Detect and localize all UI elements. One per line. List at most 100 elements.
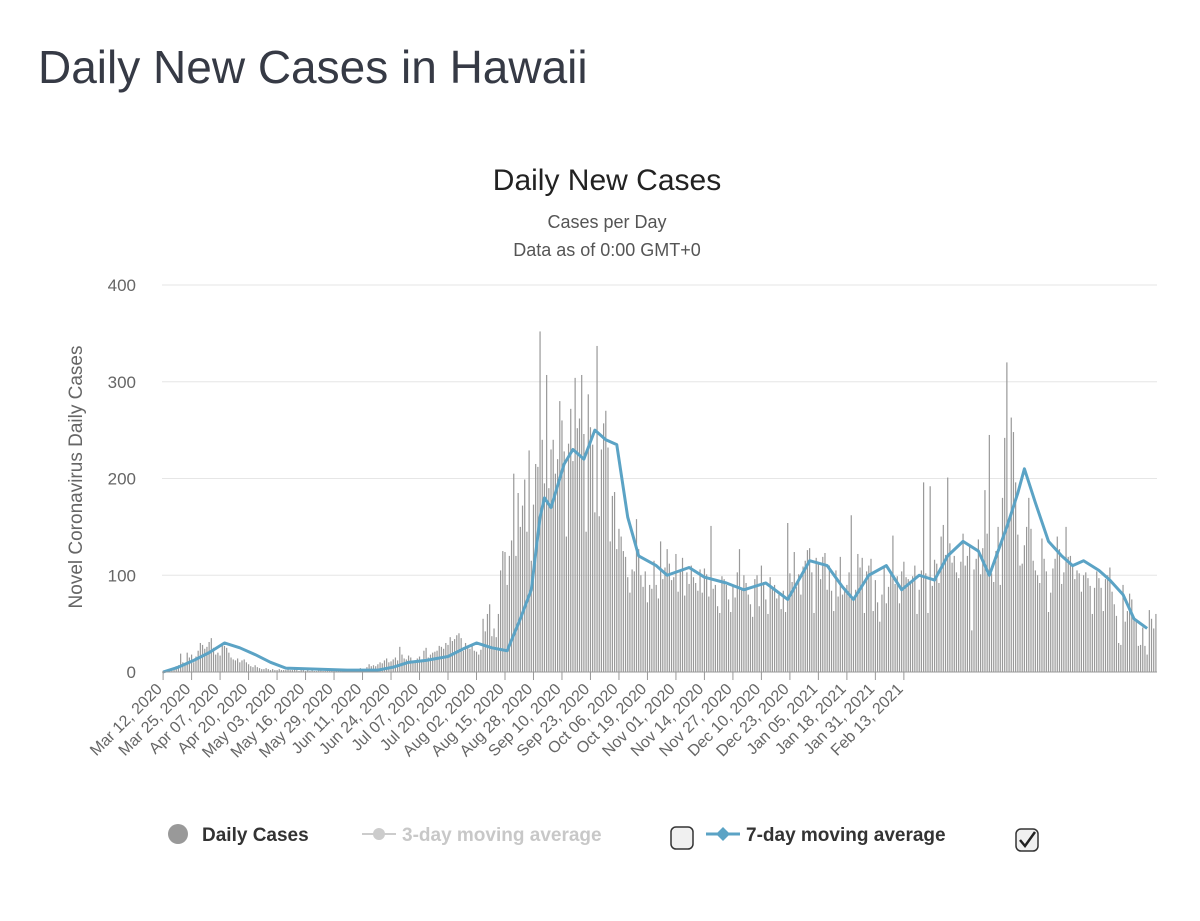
bar — [1150, 618, 1153, 672]
bar — [484, 631, 486, 672]
bar — [826, 589, 828, 672]
bar — [368, 664, 370, 672]
bar — [1115, 615, 1118, 672]
bar — [1100, 587, 1102, 672]
bar — [405, 659, 407, 672]
bar — [532, 504, 535, 672]
bar — [592, 444, 594, 672]
bar — [1004, 437, 1006, 672]
bar — [975, 558, 977, 672]
bar — [863, 612, 866, 672]
bar — [1118, 642, 1120, 672]
bar — [894, 583, 896, 672]
bar — [727, 599, 730, 672]
bar — [802, 566, 804, 672]
bar — [1098, 578, 1100, 672]
legend-marker-3-day — [373, 828, 385, 840]
bar — [508, 555, 510, 672]
bar — [800, 594, 802, 672]
bar — [631, 569, 633, 672]
legend: Daily Cases 3-day moving average 7-day m… — [168, 824, 1039, 852]
bar — [1107, 575, 1109, 672]
bar — [651, 588, 653, 672]
bar — [302, 670, 304, 672]
checkbox-7-day-moving-average[interactable] — [1015, 828, 1039, 852]
bar — [1054, 558, 1056, 672]
bar — [1113, 604, 1115, 672]
bar — [180, 653, 182, 672]
bar — [182, 662, 184, 672]
bar — [966, 555, 969, 672]
bar — [901, 571, 903, 672]
bar — [241, 660, 243, 672]
bar — [184, 664, 186, 672]
bar — [708, 596, 710, 672]
bar — [410, 657, 412, 672]
bar — [756, 575, 758, 672]
legend-marker-7-day — [716, 827, 730, 841]
bar — [432, 652, 434, 672]
bar — [210, 638, 212, 672]
daily-cases-bars — [164, 331, 1157, 673]
bar — [749, 604, 752, 672]
bar — [642, 586, 644, 672]
bar — [265, 668, 267, 672]
bar — [613, 492, 616, 672]
bar — [646, 602, 649, 672]
bar — [857, 553, 859, 672]
bar — [513, 473, 515, 672]
bar — [611, 495, 613, 672]
bar — [583, 434, 585, 672]
bar — [326, 670, 329, 672]
bar — [1078, 573, 1080, 672]
bar — [969, 545, 971, 672]
bar — [256, 667, 258, 672]
bar — [692, 577, 695, 672]
bar — [918, 589, 920, 672]
bar — [383, 660, 386, 672]
bar — [931, 585, 933, 672]
bar — [530, 560, 532, 672]
bar — [936, 563, 938, 672]
bar — [1063, 572, 1065, 672]
bar — [738, 549, 741, 672]
bar — [819, 579, 822, 672]
bar — [600, 449, 603, 672]
chart-subtitle-line-2: Data as of 0:00 GMT+0 — [513, 240, 701, 260]
bar — [1036, 575, 1039, 672]
bar — [605, 410, 607, 672]
bar — [624, 556, 627, 672]
legend-item-7-day-moving-average[interactable]: 7-day moving average — [706, 825, 946, 846]
bar — [828, 565, 830, 672]
bar — [510, 540, 513, 672]
bar — [300, 670, 302, 672]
bar — [668, 563, 670, 672]
bar — [609, 541, 611, 672]
bar — [195, 656, 197, 672]
bar — [879, 621, 881, 672]
bar — [1072, 564, 1074, 672]
bar — [537, 466, 539, 672]
bar — [190, 654, 193, 672]
bar — [1129, 593, 1131, 672]
legend-item-3-day-moving-average[interactable]: 3-day moving average — [362, 825, 602, 846]
bar — [653, 560, 655, 672]
bar — [903, 561, 905, 672]
bar — [250, 666, 252, 672]
bar — [616, 549, 618, 672]
bar — [269, 670, 272, 672]
bar — [219, 655, 221, 672]
bar — [193, 662, 195, 672]
bar — [723, 579, 725, 672]
bar — [659, 541, 662, 672]
bar — [561, 420, 563, 672]
bar — [699, 569, 701, 672]
legend-item-daily-cases[interactable]: Daily Cases — [168, 824, 309, 846]
bar — [620, 536, 622, 672]
bar — [1142, 627, 1144, 672]
bar — [254, 665, 256, 672]
bar — [585, 531, 587, 672]
checkbox-3-day-moving-average[interactable] — [670, 826, 694, 850]
bar — [469, 648, 471, 672]
bar — [287, 669, 289, 672]
